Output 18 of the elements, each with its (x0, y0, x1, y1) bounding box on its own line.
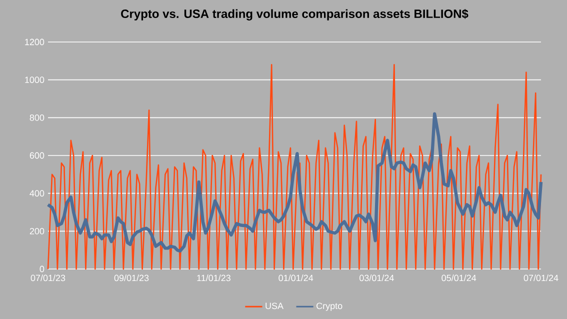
y-tick-label: 800 (30, 114, 44, 121)
y-tick-label: 600 (30, 152, 44, 159)
y-tick-label: 1000 (25, 76, 44, 84)
line-series (47, 64, 542, 270)
x-tick-label: 03/01/24 (360, 274, 394, 282)
y-tick-label: 400 (30, 190, 44, 197)
x-tick-label: 07/01/23 (30, 274, 66, 282)
x-tick-label: 09/01/23 (114, 274, 149, 282)
y-tick-label: 1200 (25, 38, 44, 46)
legend-label: Crypto (316, 302, 342, 311)
x-tick-label: 05/01/24 (442, 274, 476, 282)
y-tick-label: 0 (40, 266, 44, 272)
legend-label: USA (266, 302, 284, 310)
x-tick-label: 11/01/23 (197, 274, 230, 282)
x-tick-label: 01/01/24 (278, 274, 314, 282)
y-tick-label: 200 (30, 228, 44, 234)
chart-title: Crypto vs. USA trading volume comparison assets BILLION$ (121, 9, 468, 20)
x-tick-label: 07/01/24 (524, 274, 558, 282)
